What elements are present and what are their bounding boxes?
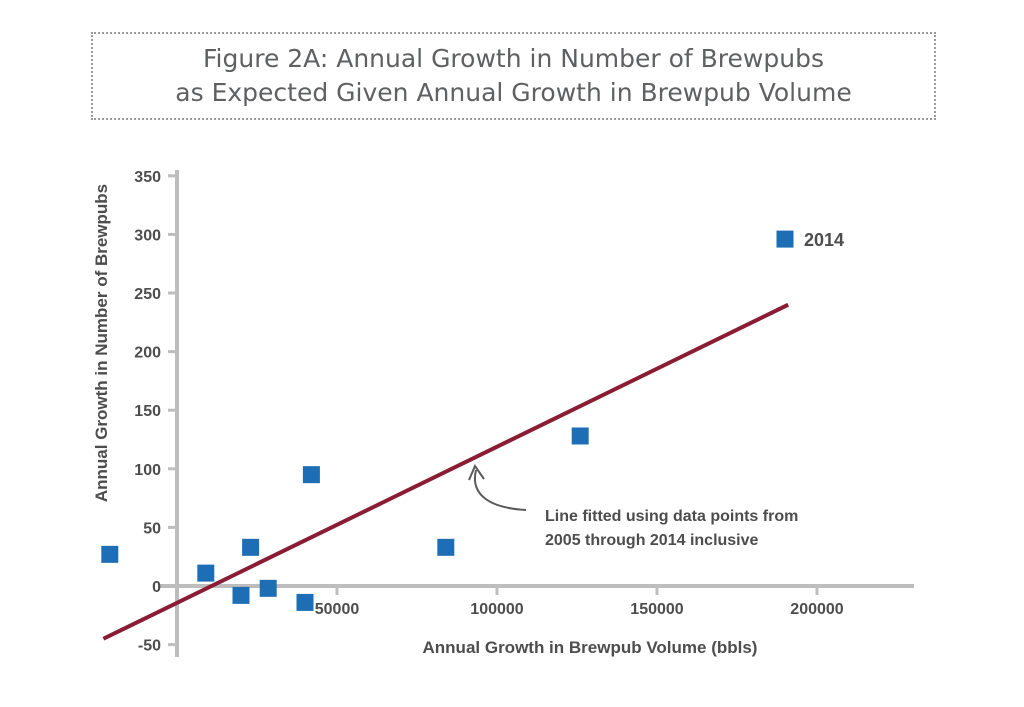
data-point <box>296 593 314 611</box>
y-tick-label: -50 <box>138 638 161 655</box>
data-point <box>302 466 320 484</box>
x-tick-label: 100000 <box>470 601 523 618</box>
data-point <box>197 564 215 582</box>
fit-line <box>102 302 790 641</box>
y-tick-label: 200 <box>134 345 161 362</box>
data-point <box>242 538 260 556</box>
annotation-line-1: Line fitted using data points from <box>545 508 798 525</box>
x-axis-title: Annual Growth in Brewpub Volume (bbls) <box>423 638 758 657</box>
chart-title-line-1: Figure 2A: Annual Growth in Number of Br… <box>203 44 824 73</box>
y-tick-label: 50 <box>143 520 161 537</box>
y-axis-title: Annual Growth in Number of Brewpubs <box>92 184 111 502</box>
data-point <box>571 427 589 445</box>
data-point <box>259 579 277 597</box>
x-tick-label: 150000 <box>630 601 683 618</box>
x-tick-label: 50000 <box>315 601 360 618</box>
y-tick-label: 0 <box>152 579 161 596</box>
chart-title-line-2: as Expected Given Annual Growth in Brewp… <box>175 78 852 107</box>
data-point <box>101 545 119 563</box>
data-point <box>232 586 250 604</box>
annotation-line-2: 2005 through 2014 inclusive <box>545 532 759 549</box>
data-point-label: 2014 <box>804 230 844 250</box>
data-point <box>437 538 455 556</box>
chart-title-box: Figure 2A: Annual Growth in Number of Br… <box>91 32 936 120</box>
annotation-arrow <box>473 469 527 511</box>
y-tick-label: 150 <box>134 403 161 420</box>
y-tick-label: 350 <box>134 169 161 186</box>
y-tick-label: 100 <box>134 462 161 479</box>
y-tick-label: 300 <box>134 227 161 244</box>
annotation-arrowhead <box>468 463 485 481</box>
data-point <box>776 230 794 248</box>
x-tick-label: 200000 <box>790 601 843 618</box>
y-tick-label: 250 <box>134 286 161 303</box>
